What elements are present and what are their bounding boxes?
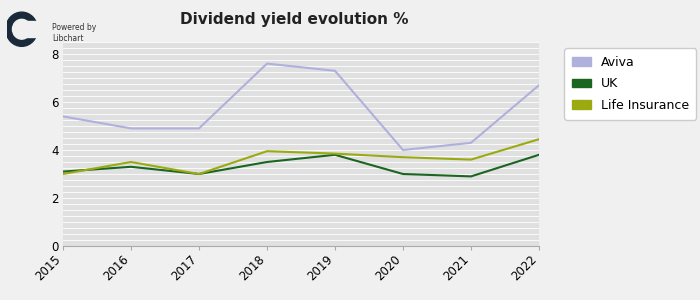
Bar [26,21,38,37]
Text: Dividend yield evolution %: Dividend yield evolution % [180,12,408,27]
Circle shape [6,12,38,46]
Circle shape [13,19,31,39]
Text: Powered by
Libchart: Powered by Libchart [52,22,97,43]
Legend: Aviva, UK, Life Insurance: Aviva, UK, Life Insurance [564,48,696,120]
